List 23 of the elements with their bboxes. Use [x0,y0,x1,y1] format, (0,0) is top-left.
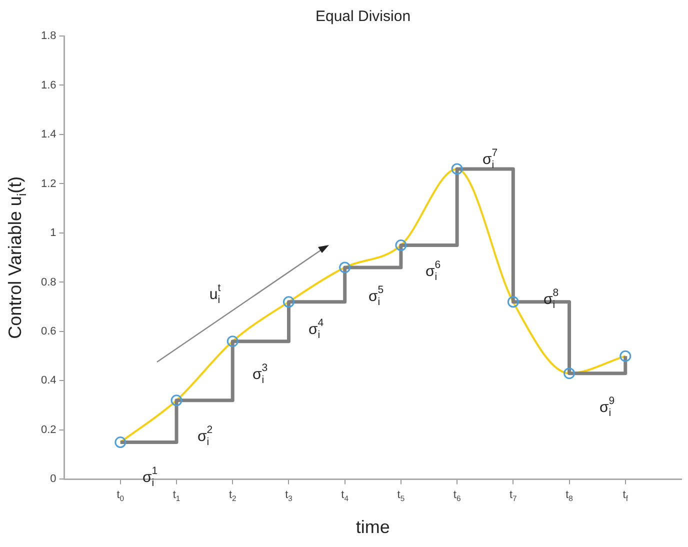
y-tick-label: 1 [50,227,56,240]
point [620,350,632,362]
y-tick-label: 0.4 [40,374,56,387]
point [226,336,238,348]
point [395,240,407,252]
y-tick-label: 1.4 [40,128,56,141]
point [170,394,182,406]
y-tick-label: 0.2 [40,424,56,436]
point [564,368,576,380]
y-tick-label: 0 [50,473,56,486]
chart-title: Equal Division [315,8,411,26]
x-axis-title: time [356,517,390,538]
point [339,262,351,274]
point [114,436,126,448]
y-tick-label: 1.6 [40,79,56,92]
y-tick-label: 0.8 [40,276,56,288]
point [451,163,463,175]
y-tick-label: 1.8 [40,30,56,42]
y-axis-title: Control Variable ui(t) [4,176,29,339]
point [507,296,519,308]
y-tick-label: 0.6 [40,326,56,338]
point [282,296,294,308]
y-tick-label: 1.2 [40,178,56,190]
